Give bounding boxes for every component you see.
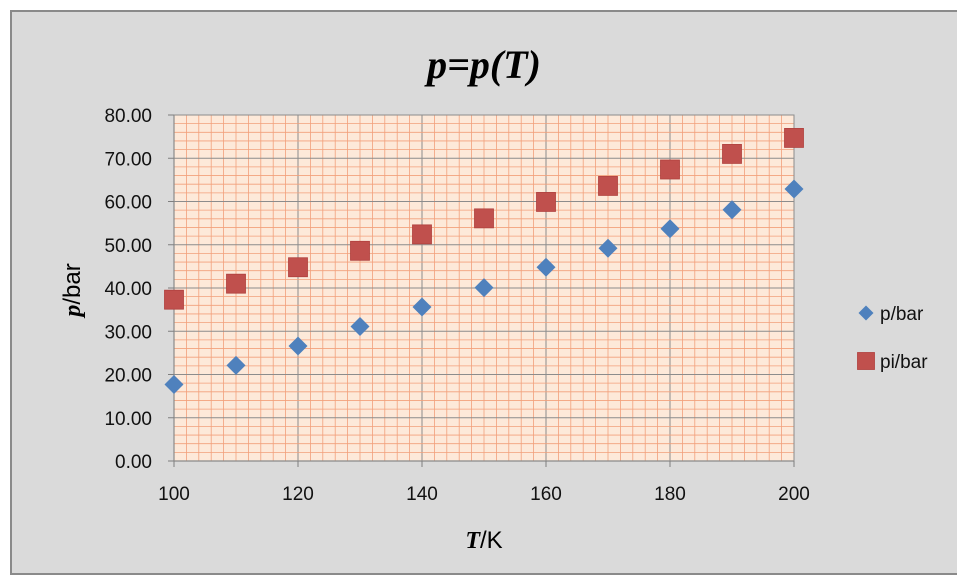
y-tick-label: 40.00 — [104, 279, 152, 300]
y-tick-label: 80.00 — [104, 106, 152, 127]
point-p-bar — [226, 355, 246, 375]
y-tick-label: 30.00 — [104, 322, 152, 343]
point-pi-bar — [164, 289, 184, 310]
legend-marker-p-bar — [858, 305, 874, 321]
y-tick-label: 50.00 — [104, 236, 152, 257]
y-tick-label: 70.00 — [104, 149, 152, 170]
point-pi-bar — [660, 159, 680, 180]
x-tick-label: 140 — [406, 484, 438, 505]
y-tick-label: 20.00 — [104, 366, 152, 387]
point-p-bar — [660, 219, 680, 239]
point-pi-bar — [722, 144, 742, 164]
axes — [168, 114, 795, 467]
point-pi-bar — [226, 273, 246, 294]
point-pi-bar — [350, 240, 370, 261]
point-p-bar — [536, 257, 556, 277]
chart-title: p=p(T) — [424, 42, 541, 87]
y-axis-title: p/bar — [59, 263, 86, 318]
x-tick-label: 100 — [158, 484, 190, 505]
point-p-bar — [164, 374, 184, 394]
point-pi-bar — [598, 176, 618, 196]
point-pi-bar — [536, 192, 556, 212]
point-p-bar — [288, 336, 308, 356]
y-tick-label: 60.00 — [104, 193, 152, 214]
y-tick-label: 0.00 — [115, 452, 152, 473]
point-p-bar — [350, 316, 370, 336]
x-tick-label: 180 — [654, 484, 686, 505]
point-p-bar — [598, 238, 618, 258]
data-points — [164, 128, 804, 394]
tick-labels: 0.00 10.00 20.00 30.00 40.00 50.00 60.00 70.00 8… — [104, 106, 809, 505]
x-tick-label: 200 — [778, 484, 810, 505]
point-p-bar — [412, 297, 432, 317]
point-pi-bar — [784, 128, 804, 148]
point-p-bar — [784, 179, 804, 199]
y-tick-label: 10.00 — [104, 409, 152, 430]
legend-label: p/bar — [880, 304, 924, 325]
point-pi-bar — [288, 257, 308, 278]
x-tick-label: 160 — [530, 484, 562, 505]
legend-marker-pi-bar — [857, 352, 875, 370]
legend: p/bar pi/bar — [857, 304, 928, 373]
x-tick-label: 120 — [282, 484, 314, 505]
x-axis-title: T/K — [465, 527, 502, 554]
legend-label: pi/bar — [880, 352, 928, 373]
point-pi-bar — [412, 224, 432, 245]
point-pi-bar — [474, 208, 494, 229]
point-p-bar — [474, 278, 494, 298]
point-p-bar — [722, 200, 742, 220]
